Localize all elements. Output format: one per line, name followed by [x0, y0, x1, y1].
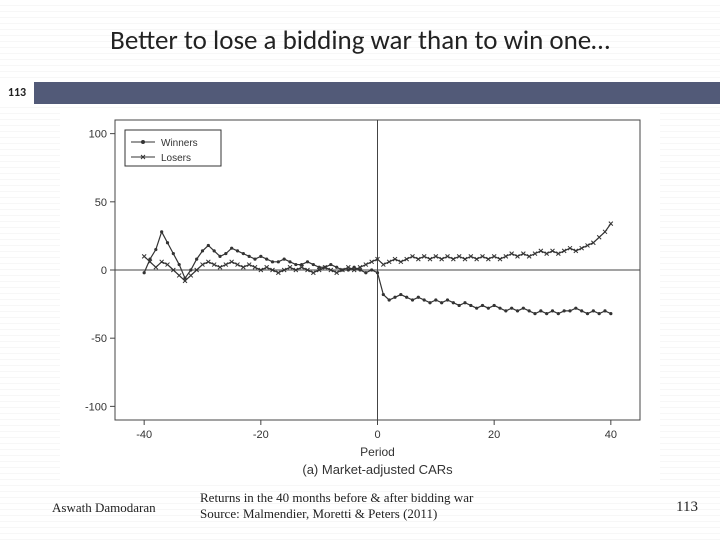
svg-text:-20: -20	[253, 429, 269, 441]
footer: Aswath Damodaran Returns in the 40 month…	[0, 482, 720, 522]
header-bar-number: 113	[0, 82, 34, 104]
caption-line-1: Returns in the 40 months before & after …	[200, 490, 473, 505]
chart-svg: -40 -20 0 20 40 -100 -50 0 50 100 Period (a) Market…	[60, 110, 660, 480]
svg-text:40: 40	[605, 429, 617, 441]
svg-text:50: 50	[95, 197, 107, 209]
svg-text:100: 100	[89, 129, 107, 141]
caption-line-2: Source: Malmendier, Moretti & Peters (20…	[200, 506, 437, 521]
svg-text:0: 0	[101, 265, 107, 277]
svg-text:20: 20	[488, 429, 500, 441]
header-bar: 113	[0, 82, 720, 104]
chart-container: -40 -20 0 20 40 -100 -50 0 50 100 Period (a) Market…	[60, 110, 660, 480]
header-bar-fill	[34, 82, 720, 104]
svg-text:Winners: Winners	[161, 138, 198, 149]
svg-text:Period: Period	[360, 445, 395, 459]
svg-text:(a) Market-adjusted CARs: (a) Market-adjusted CARs	[302, 462, 453, 477]
svg-text:-50: -50	[91, 333, 107, 345]
page-number: 113	[676, 499, 698, 516]
svg-text:-100: -100	[85, 401, 107, 413]
svg-text:0: 0	[374, 429, 380, 441]
footer-caption: Returns in the 40 months before & after …	[200, 490, 473, 523]
author-label: Aswath Damodaran	[52, 500, 156, 516]
svg-text:-40: -40	[136, 429, 152, 441]
slide-title: Better to lose a bidding war than to win…	[0, 24, 720, 57]
svg-text:Losers: Losers	[161, 153, 191, 164]
